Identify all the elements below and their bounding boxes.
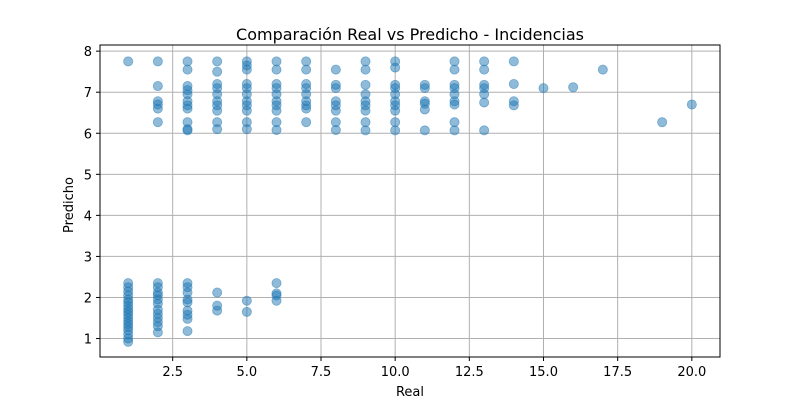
data-point [419, 125, 430, 136]
data-point [597, 64, 608, 75]
data-point [449, 125, 460, 136]
data-point [182, 326, 193, 337]
data-point [182, 64, 193, 75]
data-point [271, 105, 282, 116]
data-point [123, 56, 134, 67]
x-tick-label: 12.5 [455, 365, 484, 380]
data-point [301, 103, 312, 114]
data-point [419, 104, 430, 115]
data-point [123, 336, 134, 347]
data-point [568, 82, 579, 93]
y-tick-label: 7 [84, 86, 92, 101]
data-point [479, 97, 490, 108]
data-point [212, 124, 223, 135]
data-point [360, 105, 371, 116]
data-point [241, 124, 252, 135]
y-tick-label: 5 [84, 168, 92, 183]
data-point [390, 105, 401, 116]
data-point [152, 327, 163, 338]
data-point [152, 81, 163, 92]
data-point [390, 125, 401, 136]
data-point [419, 83, 430, 94]
x-tick-label: 2.5 [162, 365, 183, 380]
data-point [241, 64, 252, 75]
data-point [360, 125, 371, 136]
data-point [182, 125, 193, 136]
data-point [360, 79, 371, 90]
data-point [390, 62, 401, 73]
x-tick-label: 5.0 [236, 365, 257, 380]
data-point [271, 124, 282, 135]
data-point [330, 64, 341, 75]
data-point [479, 64, 490, 75]
data-point [212, 287, 223, 298]
data-point [479, 125, 490, 136]
data-point [212, 305, 223, 316]
data-point [152, 117, 163, 128]
data-point [152, 103, 163, 114]
data-point [271, 295, 282, 306]
data-point [212, 105, 223, 116]
data-point [182, 103, 193, 114]
data-point [301, 64, 312, 75]
data-point [449, 99, 460, 110]
data-point [508, 79, 519, 90]
data-point [330, 83, 341, 94]
data-point [657, 117, 668, 128]
data-point [330, 124, 341, 135]
x-axis: 2.5 5.0 7.5 10.0 12.5 15.0 17.5 20.0 [162, 357, 706, 380]
y-tick-label: 1 [84, 333, 92, 348]
data-points [123, 56, 697, 347]
data-point [508, 100, 519, 111]
data-point [271, 278, 282, 289]
y-tick-label: 6 [84, 127, 92, 142]
data-point [241, 295, 252, 306]
y-tick-label: 8 [84, 45, 92, 60]
y-tick-label: 2 [84, 291, 92, 306]
data-point [301, 117, 312, 128]
grid [100, 45, 720, 357]
y-axis: 1 2 3 4 5 6 7 8 [84, 45, 100, 348]
data-point [449, 64, 460, 75]
data-point [538, 83, 549, 94]
data-point [152, 56, 163, 67]
data-point [182, 313, 193, 324]
y-axis-title: Predicho [62, 177, 77, 233]
y-tick-label: 3 [84, 250, 92, 265]
data-point [241, 105, 252, 116]
data-point [212, 66, 223, 77]
x-tick-label: 20.0 [677, 365, 706, 380]
data-point [508, 56, 519, 67]
x-tick-label: 7.5 [311, 365, 332, 380]
data-point [360, 64, 371, 75]
chart-title: Comparación Real vs Predicho - Incidenci… [236, 25, 584, 44]
data-point [241, 306, 252, 317]
data-point [271, 64, 282, 75]
data-point [330, 105, 341, 116]
y-tick-label: 4 [84, 209, 92, 224]
x-tick-label: 17.5 [603, 365, 632, 380]
x-axis-title: Real [396, 385, 424, 400]
data-point [212, 56, 223, 67]
x-tick-label: 10.0 [381, 365, 410, 380]
data-point [686, 99, 697, 110]
x-tick-label: 15.0 [529, 365, 558, 380]
plot-frame [99, 44, 721, 358]
